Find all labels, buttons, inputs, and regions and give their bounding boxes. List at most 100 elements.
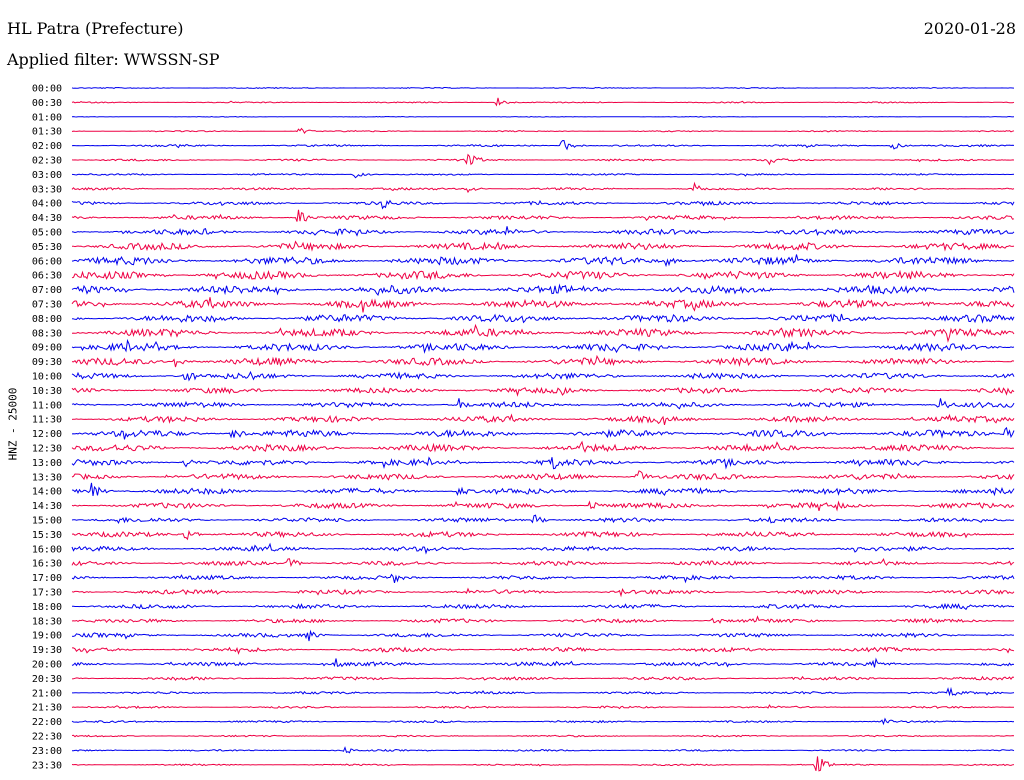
seismic-trace-row bbox=[71, 386, 1015, 397]
seismic-trace-row bbox=[72, 602, 1015, 611]
seismic-trace-row bbox=[71, 354, 1015, 368]
row-time-label: 02:30 bbox=[32, 156, 62, 167]
seismic-trace-row bbox=[71, 734, 1015, 738]
row-time-label: 00:00 bbox=[32, 84, 62, 95]
row-label-group: 00:00 00:30 01:00 01:30 02:00 02:30 03:00 03:30… bbox=[32, 84, 62, 772]
row-time-label: 13:00 bbox=[32, 458, 62, 469]
row-time-label: 01:00 bbox=[32, 112, 62, 123]
row-time-label: 18:00 bbox=[32, 602, 62, 613]
seismic-trace-row bbox=[71, 675, 1015, 682]
seismic-trace-row bbox=[71, 558, 1015, 568]
row-time-label: 14:00 bbox=[32, 487, 62, 498]
seismic-trace-row bbox=[72, 240, 1015, 252]
seismic-trace-row bbox=[71, 704, 1014, 710]
seismic-trace-row bbox=[71, 127, 1015, 135]
row-time-label: 16:00 bbox=[32, 544, 62, 555]
row-time-label: 14:30 bbox=[32, 501, 62, 512]
row-time-label: 21:00 bbox=[32, 688, 62, 699]
row-time-label: 11:30 bbox=[32, 415, 62, 426]
seismic-trace-row bbox=[71, 323, 1015, 343]
row-time-label: 20:00 bbox=[32, 660, 62, 671]
filter-label: Applied filter: WWSSN-SP bbox=[7, 50, 220, 69]
seismic-trace-row bbox=[71, 587, 1015, 598]
row-time-label: 10:30 bbox=[32, 386, 62, 397]
row-time-label: 06:30 bbox=[32, 271, 62, 282]
row-time-label: 05:30 bbox=[32, 242, 62, 253]
row-time-label: 04:00 bbox=[32, 199, 62, 210]
row-time-label: 22:30 bbox=[32, 732, 62, 743]
seismic-trace-row bbox=[71, 199, 1015, 210]
row-time-label: 02:00 bbox=[32, 141, 62, 152]
row-time-label: 21:30 bbox=[32, 703, 62, 714]
seismic-trace-row bbox=[71, 254, 1015, 268]
seismic-trace-row bbox=[71, 413, 1015, 426]
row-time-label: 18:30 bbox=[32, 616, 62, 627]
row-time-label: 19:00 bbox=[32, 631, 62, 642]
seismic-trace-row bbox=[71, 657, 1015, 668]
station-title: HL Patra (Prefecture) bbox=[7, 19, 184, 38]
row-time-label: 11:00 bbox=[32, 400, 62, 411]
seismic-trace-row bbox=[71, 573, 1015, 584]
row-time-label: 03:00 bbox=[32, 170, 62, 181]
row-time-label: 09:00 bbox=[32, 343, 62, 354]
seismic-trace-row bbox=[71, 209, 1015, 222]
seismic-trace-row bbox=[71, 629, 1015, 642]
seismic-trace-row bbox=[71, 172, 1015, 179]
seismic-trace-row bbox=[71, 370, 1015, 382]
seismic-trace-row bbox=[71, 139, 1015, 151]
seismic-trace-row bbox=[71, 529, 1014, 541]
row-time-label: 05:00 bbox=[32, 228, 62, 239]
row-time-label: 23:00 bbox=[32, 746, 62, 757]
row-time-label: 07:30 bbox=[32, 300, 62, 311]
seismic-trace-row bbox=[71, 500, 1015, 512]
row-time-label: 06:00 bbox=[32, 256, 62, 267]
row-time-label: 00:30 bbox=[32, 98, 62, 109]
row-time-label: 23:30 bbox=[32, 760, 62, 771]
row-time-label: 08:30 bbox=[32, 328, 62, 339]
seismic-trace-row bbox=[71, 456, 1015, 470]
seismic-trace-row bbox=[71, 269, 1015, 281]
row-time-label: 03:30 bbox=[32, 184, 62, 195]
seismic-trace-row bbox=[71, 717, 1015, 726]
row-time-label: 15:00 bbox=[32, 516, 62, 527]
seismic-trace-row bbox=[71, 97, 1015, 107]
seismic-trace-row bbox=[71, 86, 1015, 90]
row-time-label: 13:30 bbox=[32, 472, 62, 483]
seismic-trace-row bbox=[71, 226, 1015, 237]
row-time-label: 09:30 bbox=[32, 357, 62, 368]
row-time-label: 01:30 bbox=[32, 127, 62, 138]
seismic-trace-row bbox=[72, 646, 1015, 655]
row-time-label: 04:30 bbox=[32, 213, 62, 224]
row-time-label: 17:00 bbox=[32, 573, 62, 584]
seismic-trace-row bbox=[71, 482, 1015, 497]
row-time-label: 10:00 bbox=[32, 372, 62, 383]
row-time-label: 08:00 bbox=[32, 314, 62, 325]
seismic-trace-row bbox=[71, 283, 1015, 297]
seismic-trace-row bbox=[71, 115, 1015, 118]
seismic-trace-row bbox=[71, 338, 1015, 354]
seismic-trace-row bbox=[71, 756, 1015, 772]
seismic-trace-row bbox=[71, 297, 1015, 313]
row-time-label: 12:00 bbox=[32, 429, 62, 440]
seismic-trace-row bbox=[71, 470, 1015, 481]
seismic-trace-row bbox=[71, 398, 1015, 410]
row-time-label: 15:30 bbox=[32, 530, 62, 541]
seismic-trace-row bbox=[71, 514, 1015, 525]
row-time-label: 19:30 bbox=[32, 645, 62, 656]
row-time-label: 20:30 bbox=[32, 674, 62, 685]
seismic-trace-row bbox=[71, 426, 1015, 440]
row-time-label: 17:30 bbox=[32, 588, 62, 599]
seismic-trace-row bbox=[71, 440, 1015, 453]
seismic-trace-row bbox=[71, 153, 1015, 166]
seismic-trace-row bbox=[72, 746, 1015, 754]
seismic-trace-row bbox=[72, 686, 1015, 697]
seismic-trace-row bbox=[71, 615, 1015, 624]
seismic-trace-row bbox=[71, 313, 1015, 324]
trace-group bbox=[71, 86, 1015, 772]
row-time-label: 12:30 bbox=[32, 444, 62, 455]
row-time-label: 07:00 bbox=[32, 285, 62, 296]
date-label: 2020-01-28 bbox=[923, 19, 1016, 38]
row-time-label: 16:30 bbox=[32, 559, 62, 570]
seismic-trace-row bbox=[71, 181, 1015, 194]
